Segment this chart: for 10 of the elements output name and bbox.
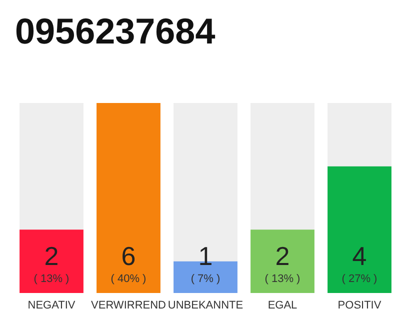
- data-label: 2 ( 13% ): [34, 241, 70, 285]
- chart-title: 0956237684: [15, 10, 216, 52]
- data-label: 6 ( 40% ): [110, 241, 146, 285]
- x-tick-label: POSITIV: [338, 300, 382, 312]
- x-tick-label: EGAL: [268, 300, 298, 312]
- data-label: 2 ( 13% ): [264, 241, 300, 285]
- x-tick-label: NEGATIV: [28, 300, 76, 312]
- data-label: 4 ( 27% ): [342, 241, 378, 285]
- x-tick-label: UNBEKANNTE: [168, 300, 244, 312]
- x-tick-label: VERWIRREND: [91, 300, 166, 312]
